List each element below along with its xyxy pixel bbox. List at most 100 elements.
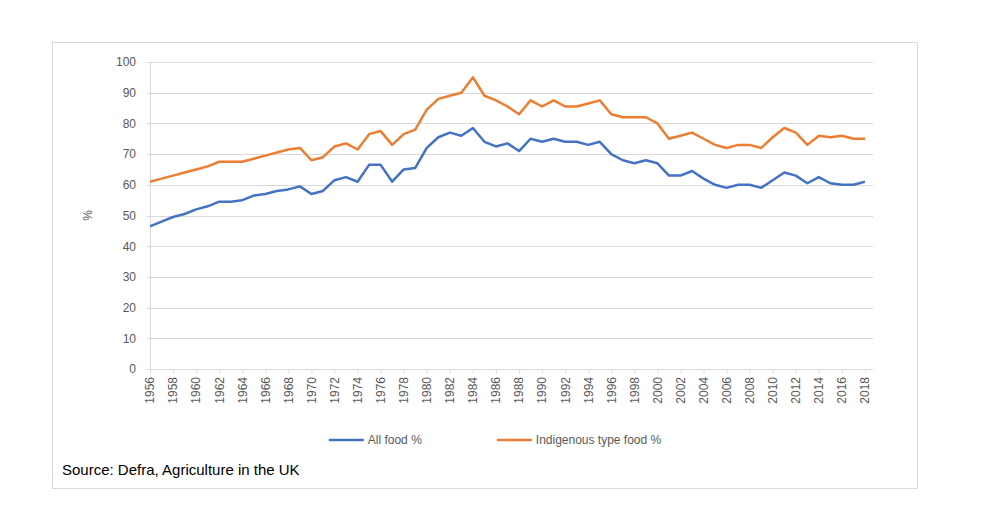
x-tick: 2006	[720, 369, 734, 404]
y-tick-label: 100	[116, 55, 136, 69]
x-tick: 2012	[789, 369, 803, 404]
x-tick-mark	[265, 369, 266, 373]
x-tick-mark	[219, 369, 220, 373]
grid-line	[147, 277, 873, 278]
x-tick-label: 1990	[535, 377, 549, 404]
x-tick-label: 1986	[489, 377, 503, 404]
x-tick: 1966	[259, 369, 273, 404]
source-note: Source: Defra, Agriculture in the UK	[62, 461, 300, 478]
x-tick: 2002	[674, 369, 688, 404]
y-tick-label: 30	[123, 270, 137, 284]
grid-line	[147, 246, 873, 247]
x-axis-line	[151, 370, 866, 374]
x-tick-mark	[842, 369, 843, 373]
x-tick: 2018	[858, 369, 872, 404]
x-tick-label: 1994	[582, 377, 596, 404]
y-tick: 0	[129, 362, 150, 376]
x-tick-label: 1996	[605, 377, 619, 404]
x-tick: 1978	[397, 369, 411, 404]
series-line	[150, 77, 865, 181]
x-tick-label: 2000	[651, 377, 665, 404]
x-tick-mark	[519, 369, 520, 373]
x-tick: 1976	[374, 369, 388, 404]
x-tick: 2000	[651, 369, 665, 404]
x-tick: 1958	[166, 369, 180, 404]
x-tick-label: 1974	[351, 377, 365, 404]
chart-frame	[53, 43, 918, 489]
x-tick-mark	[242, 369, 243, 373]
x-tick-mark	[450, 369, 451, 373]
x-tick-label: 1976	[374, 377, 388, 404]
x-tick: 1972	[328, 369, 342, 404]
x-tick-label: 1962	[213, 377, 227, 404]
y-tick-label: 20	[123, 301, 137, 315]
x-tick: 1994	[582, 369, 596, 404]
x-axis: 1956 1958 1960 1962 1964 1966 1968 1970 1972 1974…	[143, 369, 872, 404]
x-tick-label: 1982	[443, 377, 457, 404]
x-tick: 1956	[143, 369, 157, 404]
x-tick: 2016	[835, 369, 849, 404]
x-tick: 1962	[213, 369, 227, 404]
x-tick-mark	[542, 369, 543, 373]
x-tick-label: 1972	[328, 377, 342, 404]
y-tick: 20	[123, 301, 150, 315]
y-tick-label: 70	[123, 147, 137, 161]
x-tick: 1980	[420, 369, 434, 404]
grid-line	[147, 216, 873, 217]
x-tick-mark	[335, 369, 336, 373]
x-tick: 2014	[812, 369, 826, 404]
legend-swatch	[329, 439, 364, 442]
y-tick: 10	[123, 332, 150, 346]
y-tick: 70	[123, 147, 150, 161]
y-tick: 90	[123, 86, 150, 100]
x-tick: 1964	[236, 369, 250, 404]
grid-line	[147, 93, 873, 94]
y-tick: 60	[123, 178, 150, 192]
x-tick-mark	[796, 369, 797, 373]
y-axis-line	[150, 63, 151, 370]
x-tick: 1982	[443, 369, 457, 404]
x-tick-mark	[657, 369, 658, 373]
x-tick-mark	[311, 369, 312, 373]
x-tick-mark	[496, 369, 497, 373]
x-tick: 1990	[535, 369, 549, 404]
x-tick: 1992	[559, 369, 573, 404]
x-tick-mark	[358, 369, 359, 373]
x-tick-mark	[819, 369, 820, 373]
x-tick-label: 2014	[812, 377, 826, 404]
legend-label: All food %	[368, 433, 422, 447]
grid-line	[147, 123, 873, 124]
x-tick-mark	[565, 369, 566, 373]
x-tick: 2010	[766, 369, 780, 404]
x-tick-label: 2016	[835, 377, 849, 404]
x-tick: 1996	[605, 369, 619, 404]
x-tick-mark	[288, 369, 289, 373]
x-tick: 1970	[305, 369, 319, 404]
x-tick-mark	[750, 369, 751, 373]
x-tick-label: 1964	[236, 377, 250, 404]
legend-item: All food %	[329, 433, 422, 447]
x-tick: 2004	[697, 369, 711, 404]
x-tick-label: 2018	[858, 377, 872, 404]
x-tick-label: 1956	[143, 377, 157, 404]
x-tick-mark	[588, 369, 589, 373]
plot-area	[150, 77, 865, 226]
grid-line	[147, 154, 873, 155]
x-tick-label: 2004	[697, 377, 711, 404]
x-tick-mark	[196, 369, 197, 373]
x-tick-mark	[773, 369, 774, 373]
x-tick: 1968	[282, 369, 296, 404]
x-tick-label: 1984	[466, 377, 480, 404]
x-tick-label: 1960	[189, 377, 203, 404]
legend: All food %Indigenous type food %	[329, 433, 662, 447]
y-tick: 30	[123, 270, 150, 284]
x-tick-label: 1968	[282, 377, 296, 404]
x-tick-mark	[427, 369, 428, 373]
x-tick-label: 1992	[559, 377, 573, 404]
x-tick-label: 2008	[743, 377, 757, 404]
x-tick-mark	[680, 369, 681, 373]
y-axis-title: %	[81, 210, 95, 221]
grid-line	[147, 62, 873, 63]
grid-line	[147, 308, 873, 309]
grid-line	[147, 338, 873, 339]
